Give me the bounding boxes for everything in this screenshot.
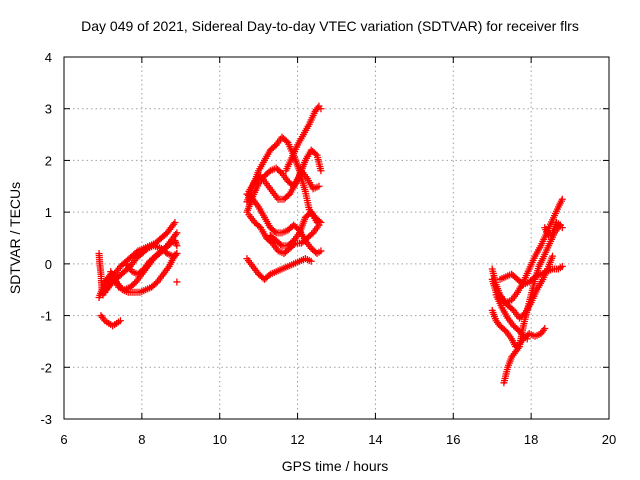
y-tick-label: 4 (45, 50, 52, 65)
data-point (173, 242, 181, 250)
y-tick-label: 3 (45, 102, 52, 117)
data-point (277, 240, 285, 248)
data-point (317, 105, 325, 113)
data-point (549, 252, 557, 260)
y-tick-label: 2 (45, 153, 52, 168)
grid-layer (64, 57, 609, 419)
data-point (558, 262, 566, 270)
data-point (312, 150, 320, 158)
data-point (317, 247, 325, 255)
x-tick-label: 6 (60, 432, 67, 447)
data-point (173, 250, 181, 258)
data-point (173, 278, 181, 286)
x-tick-label: 20 (602, 432, 616, 447)
x-tick-label: 18 (524, 432, 538, 447)
data-point (290, 240, 298, 248)
data-point (541, 325, 549, 332)
data-point (317, 167, 325, 175)
data-point (116, 317, 124, 325)
y-axis-label: SDTVAR / TECUs (7, 182, 23, 294)
chart-title: Day 049 of 2021, Sidereal Day-to-day VTE… (81, 18, 579, 34)
points-layer (95, 102, 566, 387)
data-point (523, 335, 531, 343)
data-point (315, 182, 323, 190)
x-tick-label: 12 (290, 432, 304, 447)
y-tick-label: -3 (40, 412, 52, 427)
x-tick-label: 16 (446, 432, 460, 447)
y-tick-label: 0 (45, 257, 52, 272)
data-point (558, 195, 566, 203)
y-tick-label: 1 (45, 205, 52, 220)
data-point (173, 229, 181, 237)
data-point (558, 224, 566, 232)
y-tick-label: -2 (40, 360, 52, 375)
plot-frame (63, 56, 610, 420)
data-point (315, 221, 323, 229)
x-tick-label: 10 (212, 432, 226, 447)
data-point (271, 228, 279, 236)
data-point (171, 218, 179, 226)
y-tick-label: -1 (40, 309, 52, 324)
data-point (307, 257, 315, 265)
x-tick-label: 14 (368, 432, 382, 447)
x-axis-label: GPS time / hours (282, 458, 389, 474)
x-tick-label: 8 (138, 432, 145, 447)
